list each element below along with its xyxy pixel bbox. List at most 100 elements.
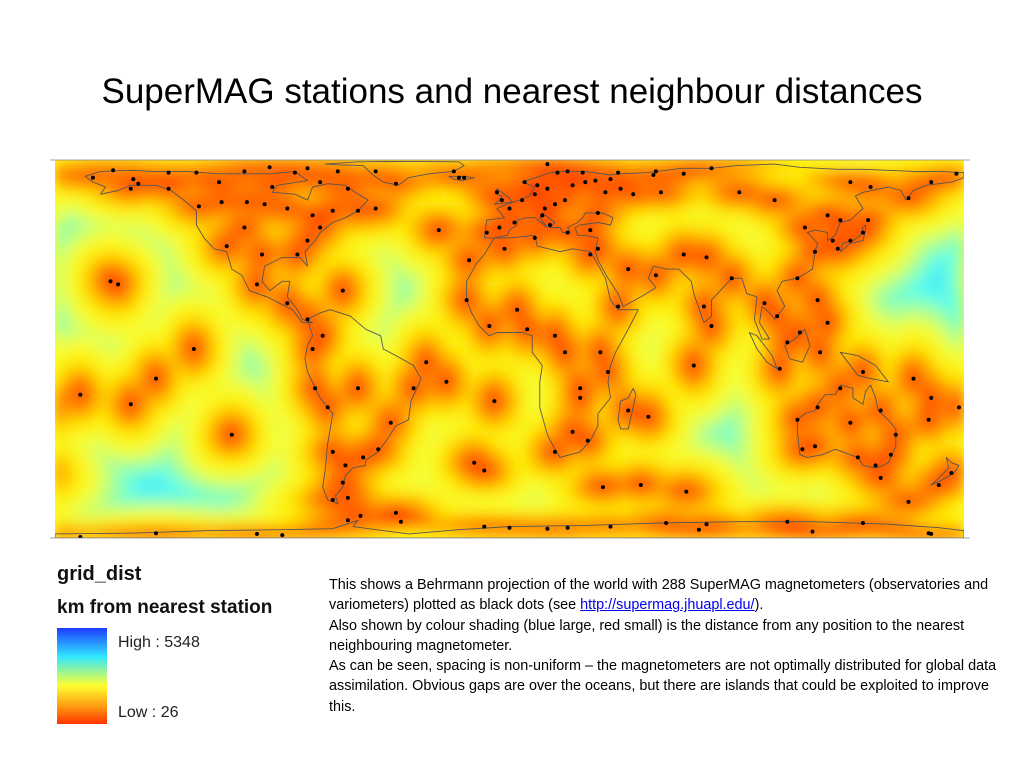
heat-cell (64, 358, 76, 370)
heat-cell (528, 398, 540, 410)
heat-cell (617, 199, 629, 211)
heat-cell (933, 398, 945, 410)
heat-cell (854, 318, 866, 330)
heat-cell (499, 268, 510, 280)
heat-cell (271, 268, 283, 280)
heat-cell (390, 457, 402, 469)
station-dot (684, 489, 689, 494)
heat-cell (380, 308, 392, 320)
heat-cell (55, 179, 66, 191)
heat-cell (756, 259, 767, 270)
heat-cell (321, 199, 333, 211)
heat-cell (835, 239, 846, 250)
heat-cell (795, 268, 807, 280)
heat-cell (597, 229, 609, 240)
heat-cell (795, 428, 807, 439)
heat-cell (637, 438, 649, 449)
heat-cell (815, 288, 827, 300)
station-dot (131, 177, 136, 182)
heat-cell (123, 298, 135, 310)
heat-cell (242, 338, 254, 350)
heat-cell (914, 418, 925, 429)
heat-cell (548, 418, 560, 429)
heat-cell (696, 428, 708, 439)
heat-cell (94, 189, 105, 201)
heat-cell (627, 199, 639, 211)
heat-cell (528, 457, 540, 469)
heat-cell (242, 388, 254, 400)
heat-cell (370, 438, 382, 449)
heat-cell (192, 448, 204, 459)
heat-cell (686, 229, 698, 240)
heat-cell (795, 408, 807, 420)
heat-cell (943, 368, 955, 380)
heat-cell (686, 209, 698, 221)
heat-cell (439, 388, 451, 400)
heat-cell (192, 477, 204, 489)
heat-cell (775, 438, 787, 449)
heat-cell (301, 239, 313, 250)
heat-cell (607, 358, 619, 370)
heat-cell (459, 239, 471, 250)
heat-cell (785, 288, 797, 300)
heat-cell (647, 507, 659, 519)
heat-cell (341, 428, 352, 439)
heat-cell (94, 517, 105, 529)
heat-cell (864, 497, 876, 509)
heat-cell (686, 368, 698, 380)
heat-cell (242, 428, 254, 439)
heat-cell (232, 318, 244, 330)
heat-cell (182, 338, 194, 350)
heat-cell (55, 278, 66, 290)
continent-outline (304, 309, 422, 505)
heat-cell (94, 278, 105, 290)
heat-cell (400, 338, 412, 350)
heat-cell (499, 368, 510, 380)
heat-cell (321, 298, 333, 310)
heat-cell (657, 418, 669, 429)
heat-cell (835, 169, 846, 181)
heat-cell (756, 467, 767, 479)
heat-cell (953, 288, 964, 300)
heat-cell (716, 229, 728, 240)
heat-cell (953, 368, 964, 380)
heat-cell (933, 249, 945, 260)
heat-cell (222, 457, 234, 469)
heat-cell (430, 448, 441, 459)
heat-cell (222, 517, 234, 529)
heat-cell (133, 358, 145, 370)
heat-cell (103, 457, 115, 469)
heat-cell (756, 368, 767, 380)
heat-cell (874, 288, 886, 300)
heat-cell (568, 249, 580, 260)
heat-cell (64, 487, 76, 499)
heat-cell (894, 189, 906, 201)
heat-cell (400, 189, 412, 201)
heat-cell (627, 428, 639, 439)
heat-cell (400, 378, 412, 390)
heat-cell (795, 497, 807, 509)
heat-cell (212, 239, 224, 250)
heat-cell (953, 487, 964, 499)
heat-cell (904, 348, 916, 360)
heat-cell (568, 318, 580, 330)
heat-cell (746, 398, 757, 410)
heat-cell (706, 268, 718, 280)
heat-cell (904, 517, 916, 529)
heat-cell (439, 288, 451, 300)
heat-cell (331, 338, 343, 350)
heat-cell (835, 179, 846, 191)
heat-cell (884, 428, 896, 439)
supermag-link[interactable]: http://supermag.jhuapl.edu/ (580, 597, 755, 614)
heat-cell (657, 477, 669, 489)
heat-cell (242, 348, 254, 360)
heat-cell (173, 428, 184, 439)
heat-cell (943, 507, 955, 519)
heat-cell (864, 268, 876, 280)
heat-cell (795, 199, 807, 211)
heat-cell (578, 438, 590, 449)
heat-cell (232, 199, 244, 211)
heat-cell (528, 318, 540, 330)
heat-cell (706, 199, 718, 211)
heat-cell (518, 448, 530, 459)
